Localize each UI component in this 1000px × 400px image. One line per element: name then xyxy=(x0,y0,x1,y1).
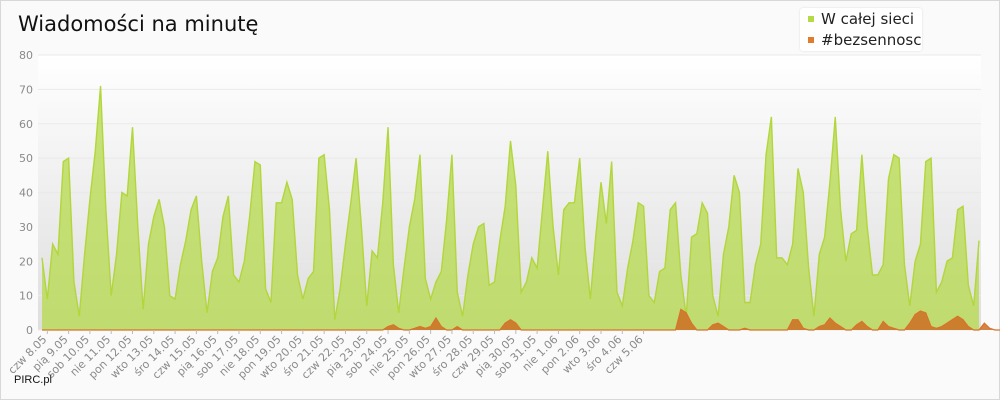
y-tick-label: 50 xyxy=(19,152,33,165)
y-tick-label: 20 xyxy=(19,255,33,268)
y-tick-label: 0 xyxy=(26,324,33,337)
y-tick-label: 70 xyxy=(19,83,33,96)
page-title: Wiadomości na minutę xyxy=(18,12,259,36)
y-tick-label: 10 xyxy=(19,290,33,303)
legend-item-channel[interactable]: #bezsennosc xyxy=(808,30,922,50)
legend-label-channel: #bezsennosc xyxy=(821,31,922,49)
legend-label-network: W całej sieci xyxy=(821,10,915,28)
y-tick-label: 60 xyxy=(19,118,33,131)
series-line-0 xyxy=(41,85,980,320)
series-line-1 xyxy=(42,308,1000,331)
series-area-0 xyxy=(42,85,979,330)
y-axis: 0 10 20 30 40 50 60 70 80 xyxy=(19,49,33,337)
y-tick-label: 30 xyxy=(19,221,33,234)
legend-swatch-channel xyxy=(808,37,814,43)
y-tick-label: 40 xyxy=(19,187,33,200)
legend: W całej sieci #bezsennosc xyxy=(800,8,922,51)
legend-swatch-network xyxy=(808,16,814,22)
legend-item-network[interactable]: W całej sieci xyxy=(808,9,914,29)
credit-label: PIRC.pl xyxy=(14,374,52,386)
y-tick-label: 80 xyxy=(19,49,33,62)
series-layer xyxy=(41,85,1000,331)
